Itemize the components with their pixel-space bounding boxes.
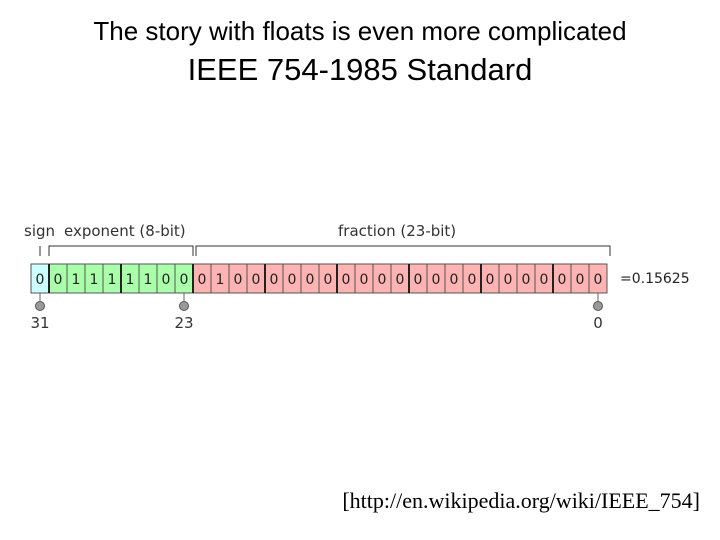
slide-title: The story with floats is even more compl…: [93, 16, 627, 46]
position-label: 0: [593, 314, 603, 332]
bit-value: 1: [90, 272, 99, 288]
bit-value: 0: [486, 272, 495, 288]
bit-value: 0: [342, 272, 351, 288]
bit-value: 1: [144, 272, 153, 288]
position-label: 23: [174, 314, 193, 332]
bit-value: 0: [360, 272, 369, 288]
position-dot: [593, 301, 603, 311]
bit-value: 0: [306, 272, 315, 288]
bit-value: 0: [180, 272, 189, 288]
bit-value: 0: [594, 272, 603, 288]
bit-position-markers: 31 23 0: [30, 293, 603, 332]
bit-value: 0: [396, 272, 405, 288]
bit-value: 0: [468, 272, 477, 288]
exponent-bracket: [48, 245, 194, 256]
bit-value: 0: [288, 272, 297, 288]
bit-value: 0: [378, 272, 387, 288]
field-brackets: [39, 245, 611, 256]
bit-value: 1: [126, 272, 135, 288]
bit-value: 0: [36, 272, 45, 288]
position-dot: [35, 301, 45, 311]
bit-value: 0: [432, 272, 441, 288]
field-labels: sign exponent (8-bit) fraction (23-bit): [24, 222, 456, 240]
bit-value: 0: [270, 272, 279, 288]
slide-subtitle: IEEE 754-1985 Standard: [187, 52, 533, 87]
bit-value: 0: [162, 272, 171, 288]
bit-value: 0: [576, 272, 585, 288]
bit-value: 0: [54, 272, 63, 288]
bit-value: 1: [72, 272, 81, 288]
fraction-bracket: [195, 245, 611, 256]
bit-value: 0: [414, 272, 423, 288]
bit-value: 0: [234, 272, 243, 288]
bit-value: 0: [450, 272, 459, 288]
bit-value: 1: [216, 272, 225, 288]
position-dot: [179, 301, 189, 311]
bit-value: 1: [108, 272, 117, 288]
bit-value: 0: [558, 272, 567, 288]
citation: [http://en.wikipedia.org/wiki/IEEE_754]: [342, 488, 700, 513]
bit-value: 0: [540, 272, 549, 288]
bit-value: 0: [324, 272, 333, 288]
fraction-label: fraction (23-bit): [338, 222, 456, 240]
value-label: =0.15625: [620, 271, 690, 287]
bit-value: 0: [504, 272, 513, 288]
bit-value: 0: [522, 272, 531, 288]
sign-label: sign: [24, 222, 55, 240]
bit-value: 0: [252, 272, 261, 288]
position-label: 31: [30, 314, 49, 332]
exponent-label: exponent (8-bit): [64, 222, 186, 240]
bit-value: 0: [198, 272, 207, 288]
